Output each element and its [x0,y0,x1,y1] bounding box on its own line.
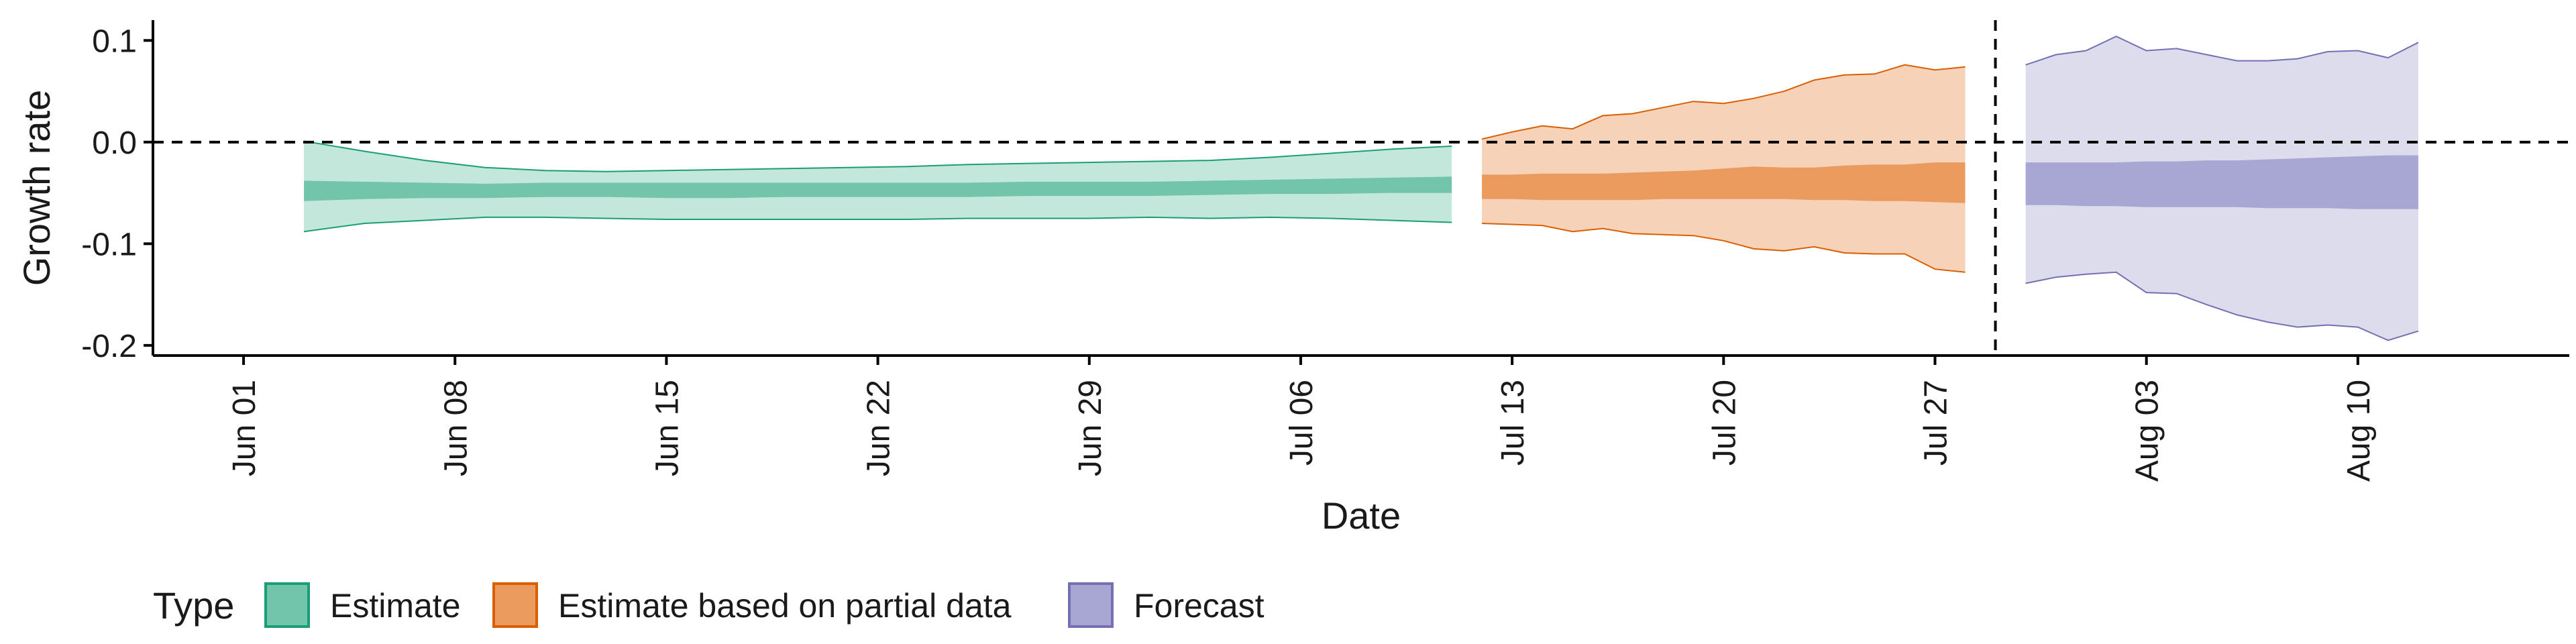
legend-label: Estimate [330,587,461,625]
reference-lines [153,20,2569,356]
plot-bands [303,36,2419,341]
y-tick-label: -0.1 [81,227,137,262]
upper-bound-line-series-0 [303,140,1452,172]
legend-label: Forecast [1134,587,1265,625]
x-tick-label: Jul 13 [1495,380,1531,466]
x-tick-label: Aug 10 [2341,380,2377,482]
lower-bound-line-series-2 [2025,271,2419,341]
y-tick-label: -0.2 [81,329,137,364]
axes [152,20,2569,357]
legend-title: Type [153,584,234,627]
y-tick-label: 0.1 [92,23,137,59]
x-tick-label: Jul 27 [1918,380,1953,466]
x-tick-label: Jun 01 [227,380,262,476]
x-tick-label: Jul 06 [1284,380,1320,466]
legend-swatch [492,582,538,628]
legend: Type Estimate Estimate based on partial d… [153,582,1265,628]
x-tick-label: Jun 29 [1073,380,1108,476]
legend-swatch [264,582,310,628]
x-tick-label: Jun 22 [861,380,897,476]
y-axis-ticks: 0.1 0.0 -0.1 -0.2 [81,23,153,364]
legend-swatch [1068,582,1114,628]
lower-bound-line-series-1 [1482,223,1966,273]
inner-band-series-2 [2025,155,2418,209]
x-tick-label: Jun 08 [438,380,474,476]
y-tick-label: 0.0 [92,125,137,161]
x-axis-title: Date [1322,494,1401,537]
inner-band-series-1 [1482,162,1966,203]
legend-label: Estimate based on partial data [558,587,1012,625]
upper-bound-line-series-1 [1481,64,1966,140]
x-axis-ticks: Jun 01 Jun 08 Jun 15 Jun 22 Jun 29 Jul 06 Jul … [227,356,2377,482]
x-tick-label: Jul 20 [1707,380,1742,466]
inner-band-series-0 [304,176,1452,201]
y-axis-title: Growth rate [15,90,58,286]
lower-bound-line-series-0 [303,216,1452,233]
x-tick-label: Jun 15 [649,380,685,476]
upper-bound-line-series-2 [2025,36,2419,66]
x-tick-label: Aug 03 [2130,380,2165,482]
